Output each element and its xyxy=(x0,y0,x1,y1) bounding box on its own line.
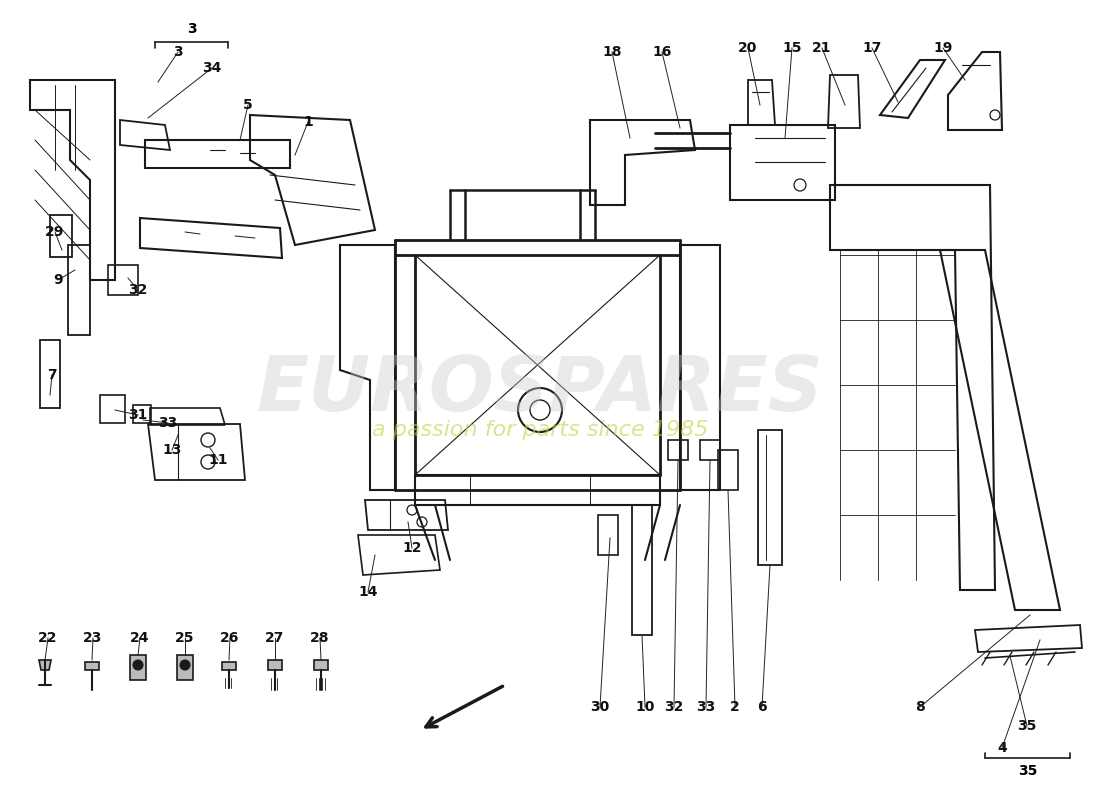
Bar xyxy=(85,662,99,670)
Bar xyxy=(108,265,138,295)
Text: 12: 12 xyxy=(403,541,421,555)
Text: 7: 7 xyxy=(47,368,57,382)
Text: 11: 11 xyxy=(208,453,228,467)
Bar xyxy=(40,340,60,408)
Text: 26: 26 xyxy=(220,631,240,645)
Text: 30: 30 xyxy=(591,700,609,714)
Text: 14: 14 xyxy=(359,585,377,599)
Text: 29: 29 xyxy=(45,225,65,239)
Circle shape xyxy=(180,660,190,670)
Text: 27: 27 xyxy=(265,631,285,645)
Bar xyxy=(668,440,688,460)
Text: 21: 21 xyxy=(812,41,832,55)
Bar xyxy=(68,245,90,335)
Bar xyxy=(758,430,782,565)
Text: 32: 32 xyxy=(664,700,684,714)
Text: 24: 24 xyxy=(130,631,150,645)
Text: 5: 5 xyxy=(243,98,253,112)
Text: 16: 16 xyxy=(652,45,672,59)
Text: 31: 31 xyxy=(129,408,147,422)
Text: 33: 33 xyxy=(158,416,177,430)
Text: EUROSPARES: EUROSPARES xyxy=(256,353,824,427)
Circle shape xyxy=(133,660,143,670)
Polygon shape xyxy=(39,660,51,670)
Text: 13: 13 xyxy=(163,443,182,457)
Text: a passion for parts since 1985: a passion for parts since 1985 xyxy=(372,420,708,440)
Bar xyxy=(632,505,652,635)
Text: 34: 34 xyxy=(202,61,222,75)
Text: 23: 23 xyxy=(84,631,102,645)
Text: 9: 9 xyxy=(53,273,63,287)
Text: 20: 20 xyxy=(738,41,758,55)
Bar xyxy=(100,395,125,423)
Text: 25: 25 xyxy=(175,631,195,645)
Text: 28: 28 xyxy=(310,631,330,645)
Bar xyxy=(145,140,290,168)
Text: 22: 22 xyxy=(39,631,57,645)
Text: 35: 35 xyxy=(1018,764,1037,778)
Bar xyxy=(130,655,146,680)
Text: 32: 32 xyxy=(129,283,147,297)
Text: 6: 6 xyxy=(757,700,767,714)
Bar xyxy=(700,440,720,460)
Bar xyxy=(598,515,618,555)
Bar xyxy=(268,660,282,670)
Text: 18: 18 xyxy=(603,45,622,59)
Bar xyxy=(133,405,151,423)
Text: 2: 2 xyxy=(730,700,740,714)
Text: 8: 8 xyxy=(915,700,925,714)
Text: 15: 15 xyxy=(782,41,802,55)
Text: 33: 33 xyxy=(696,700,716,714)
Bar xyxy=(718,450,738,490)
Text: 3: 3 xyxy=(173,45,183,59)
Text: 35: 35 xyxy=(1018,719,1036,733)
Text: 17: 17 xyxy=(862,41,882,55)
Bar xyxy=(50,215,72,257)
Text: 3: 3 xyxy=(187,22,196,36)
Bar xyxy=(415,475,660,505)
Bar xyxy=(177,655,192,680)
Text: 4: 4 xyxy=(997,741,1006,755)
Bar xyxy=(730,125,835,200)
Text: 1: 1 xyxy=(304,115,312,129)
Bar xyxy=(222,662,236,670)
Text: 19: 19 xyxy=(933,41,953,55)
Text: 10: 10 xyxy=(636,700,654,714)
Bar xyxy=(314,660,328,670)
